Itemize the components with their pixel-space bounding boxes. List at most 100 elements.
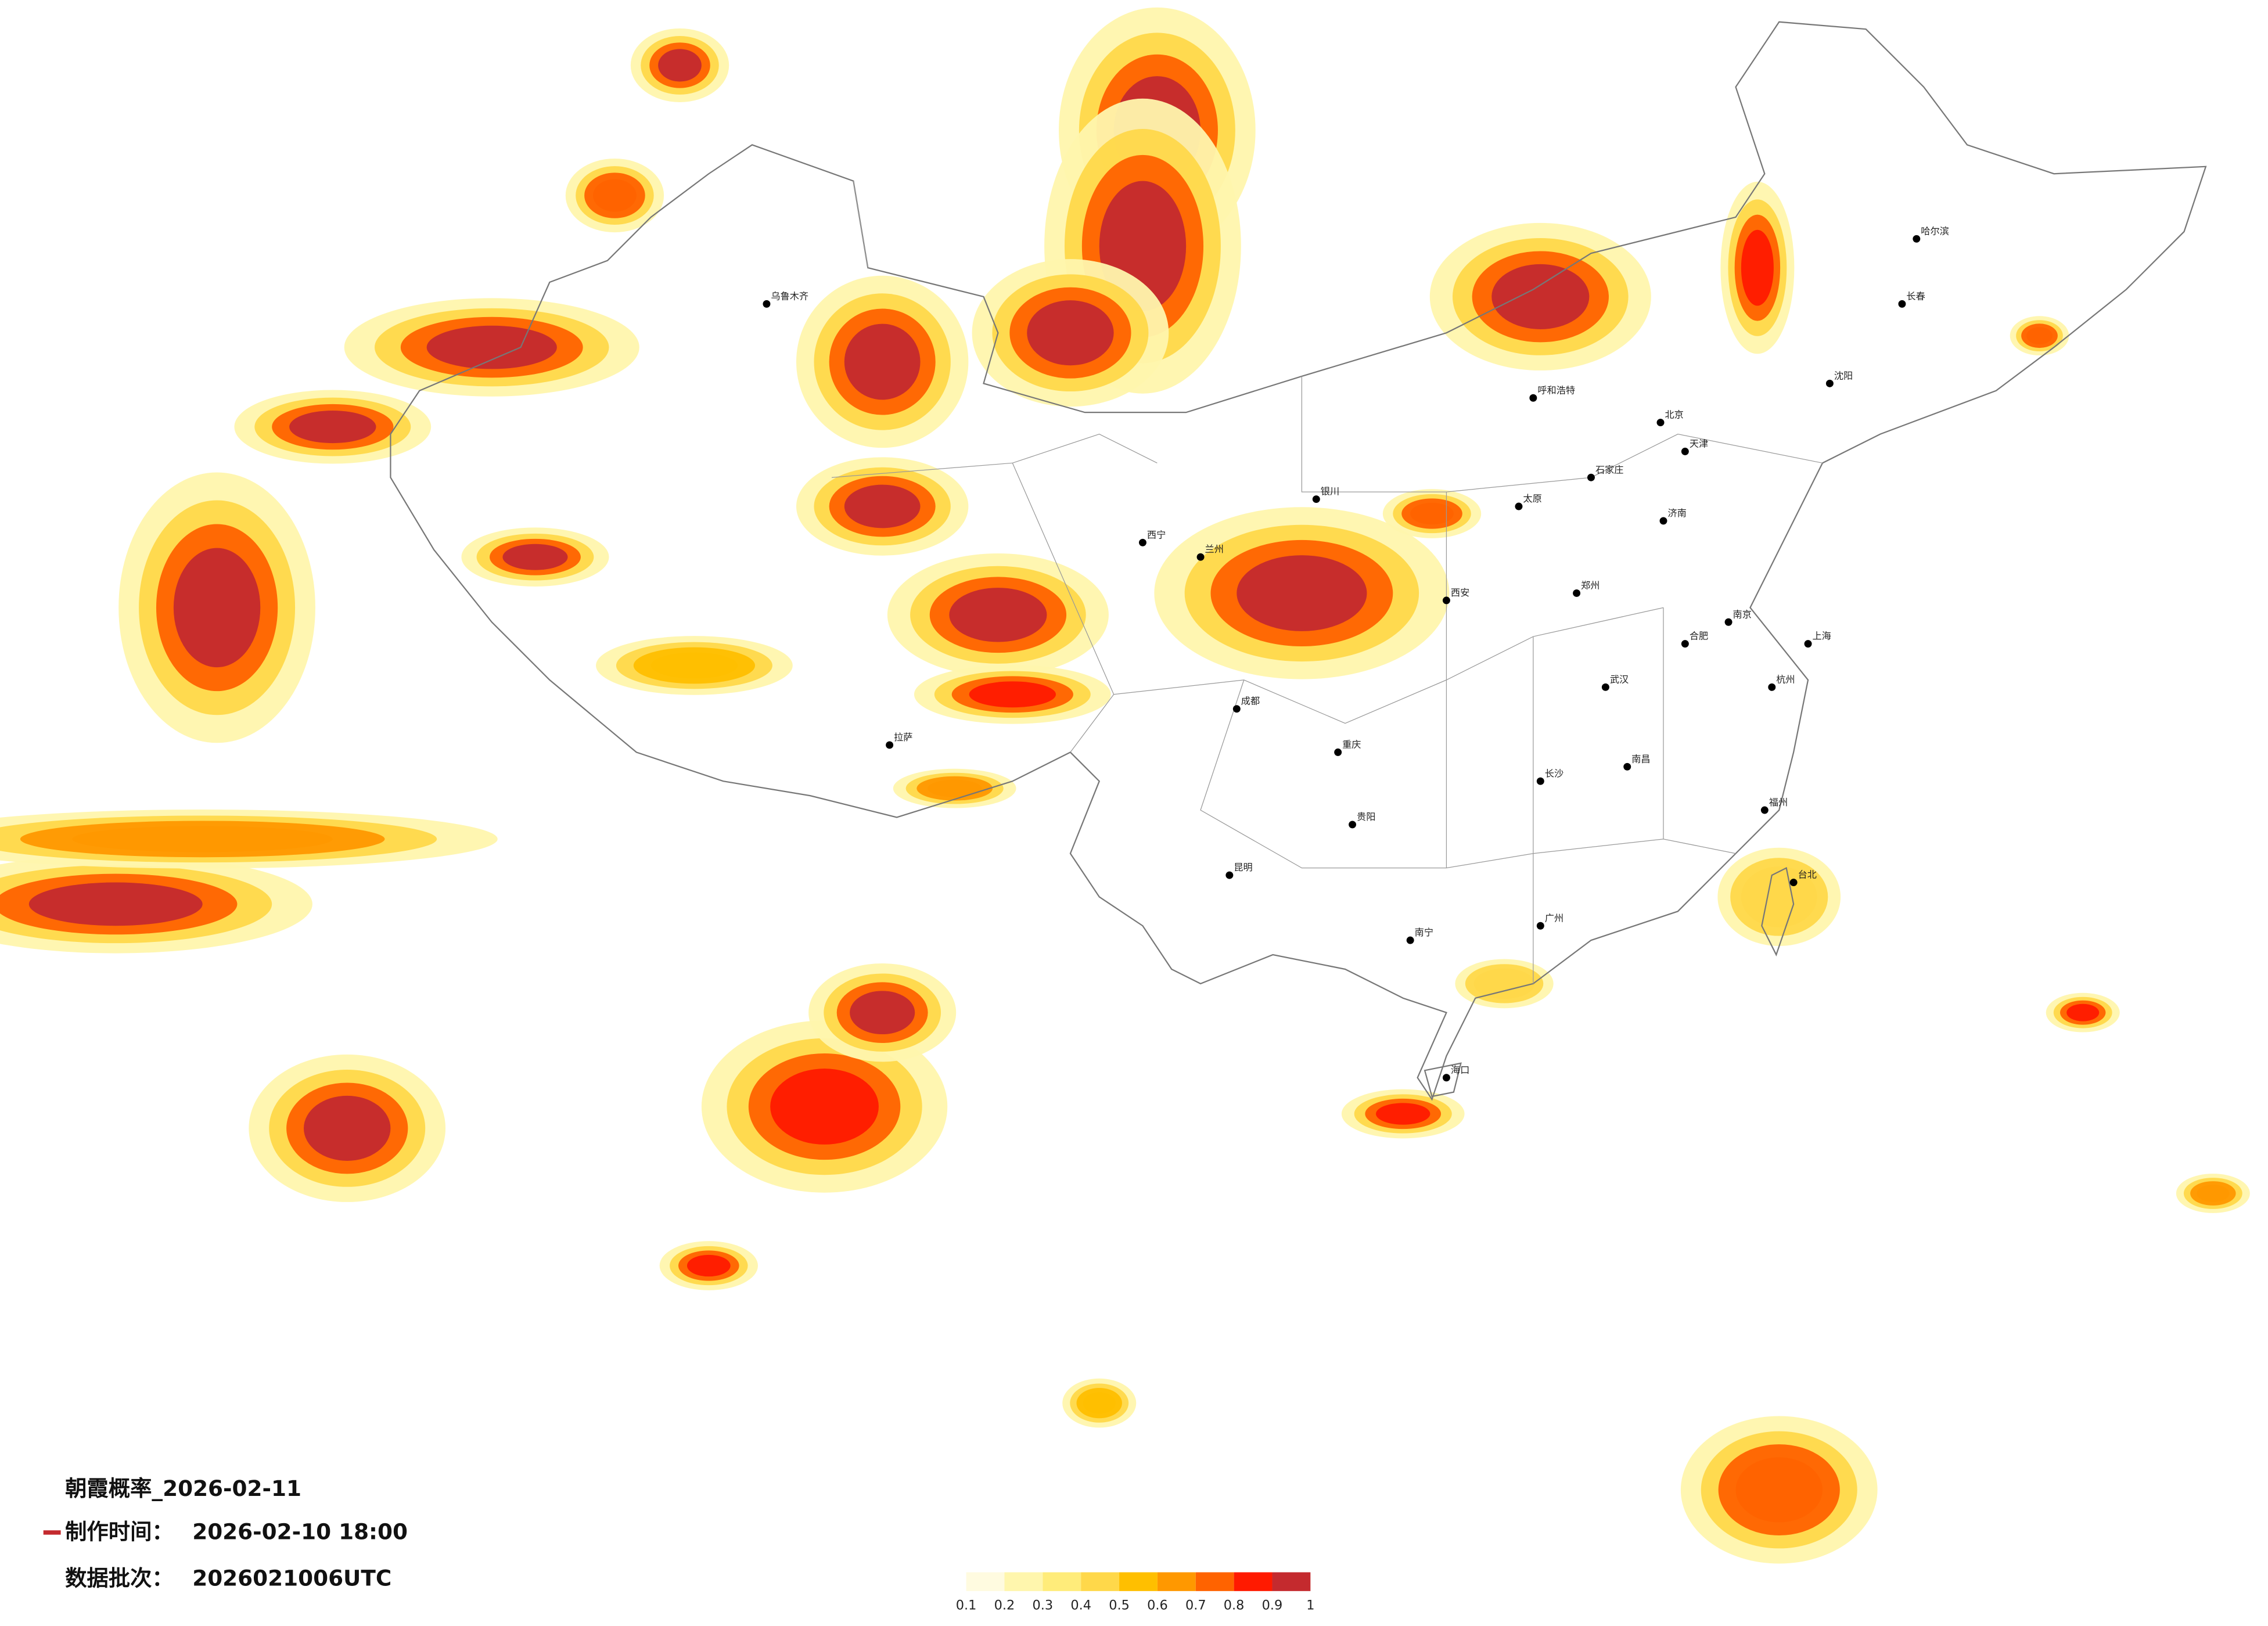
city-dot	[1724, 618, 1733, 626]
probability-area	[593, 179, 637, 212]
legend-tick: 0.7	[1185, 1598, 1206, 1613]
city-dot	[1536, 922, 1544, 930]
city-label: 太原	[1523, 493, 1541, 504]
made-value: 2026-02-10 18:00	[192, 1519, 408, 1545]
city-dot	[1825, 379, 1834, 387]
city-label: 拉萨	[894, 732, 912, 743]
probability-area	[850, 991, 915, 1035]
city-label: 银川	[1321, 486, 1339, 497]
city-label: 西安	[1451, 587, 1469, 598]
legend-swatch	[1157, 1572, 1196, 1591]
city-dot	[1681, 447, 1689, 455]
made-label: 制作时间：	[65, 1519, 174, 1545]
probability-area	[658, 49, 702, 82]
city-label: 南京	[1733, 609, 1752, 620]
probability-area	[1752, 875, 1806, 919]
probability-area	[1237, 555, 1367, 631]
city-dot	[1515, 502, 1523, 510]
city-label: 台北	[1798, 869, 1817, 880]
legend-swatch	[966, 1572, 1005, 1591]
city-dot	[1349, 821, 1357, 829]
city-dot	[1442, 596, 1450, 605]
city-label: 沈阳	[1834, 370, 1853, 381]
probability-area	[927, 779, 982, 797]
probability-area	[650, 652, 738, 679]
city-dot	[1334, 748, 1342, 756]
city-label: 杭州	[1776, 674, 1795, 685]
probability-area	[844, 323, 921, 400]
city-dot	[1789, 879, 1798, 887]
legend-swatch	[1195, 1572, 1234, 1591]
city-label: 广州	[1545, 912, 1563, 923]
city-dot	[1312, 495, 1320, 503]
city-label: 成都	[1241, 696, 1260, 707]
city-dot	[1760, 806, 1769, 814]
city-dot	[1587, 473, 1595, 481]
city-dot	[886, 741, 894, 749]
city-label: 昆明	[1234, 862, 1252, 873]
probability-area	[1376, 1103, 1430, 1125]
city-dot	[1681, 640, 1689, 648]
city-dot	[1804, 640, 1812, 648]
legend-swatch	[1234, 1572, 1273, 1591]
china-border	[390, 21, 2207, 1101]
probability-area	[2066, 1003, 2100, 1021]
city-label: 福州	[1769, 797, 1788, 808]
legend-tick: 0.3	[1033, 1598, 1054, 1613]
legend-swatch	[1043, 1572, 1081, 1591]
city-dot	[1196, 553, 1205, 561]
probability-area	[1741, 229, 1774, 306]
probability-area	[1491, 264, 1590, 329]
city-label: 天津	[1690, 438, 1708, 449]
city-label: 武汉	[1610, 674, 1629, 685]
city-label: 南昌	[1631, 753, 1650, 764]
legend-tick: 0.5	[1109, 1598, 1130, 1613]
probability-area	[426, 325, 557, 369]
color-legend: 0.1 0.2 0.3 0.4 0.5 0.6 0.7 0.8 0.9 1	[956, 1572, 1314, 1613]
city-label: 乌鲁木齐	[771, 290, 808, 301]
probability-area	[303, 1095, 391, 1161]
probability-area	[502, 544, 568, 570]
city-dot	[1225, 871, 1234, 879]
probability-area	[72, 826, 333, 852]
city-dot	[1442, 1074, 1450, 1082]
city-label: 合肥	[1690, 631, 1708, 642]
marker	[43, 1530, 61, 1535]
city-dot	[1623, 762, 1631, 771]
city-label: 重庆	[1342, 739, 1361, 750]
probability-area	[2197, 1185, 2230, 1202]
city-label: 南宁	[1415, 927, 1433, 938]
city-label: 西宁	[1147, 529, 1166, 540]
legend-tick: 0.4	[1070, 1598, 1091, 1613]
probability-area	[1735, 1457, 1823, 1523]
legend-tick: 1	[1306, 1598, 1314, 1613]
province-borders	[831, 181, 1823, 984]
probability-area	[969, 681, 1056, 708]
probability-area	[289, 411, 376, 444]
legend-swatch	[1081, 1572, 1120, 1591]
city-dot	[763, 300, 771, 308]
city-label: 郑州	[1581, 580, 1600, 591]
probability-area	[770, 1069, 879, 1145]
city-label: 济南	[1667, 508, 1686, 519]
city-dot	[1536, 777, 1544, 785]
city-label: 海口	[1451, 1064, 1469, 1075]
legend-tick: 0.2	[994, 1598, 1015, 1613]
city-dot	[1768, 683, 1776, 691]
city-dot	[1659, 517, 1667, 525]
probability-area	[686, 1254, 731, 1277]
probability-area	[1083, 1392, 1116, 1414]
city-dot	[1529, 394, 1537, 402]
probability-area	[173, 548, 261, 668]
probability-area	[28, 882, 203, 926]
city-dot	[1898, 300, 1906, 308]
probability-area	[2026, 327, 2053, 345]
legend-swatch	[1004, 1572, 1043, 1591]
city-label: 贵阳	[1357, 811, 1375, 822]
city-label: 哈尔滨	[1921, 225, 1949, 236]
probability-area	[844, 484, 921, 528]
batch-label: 数据批次：	[65, 1565, 174, 1591]
map-title: 朝霞概率_2026-02-11	[65, 1476, 301, 1501]
